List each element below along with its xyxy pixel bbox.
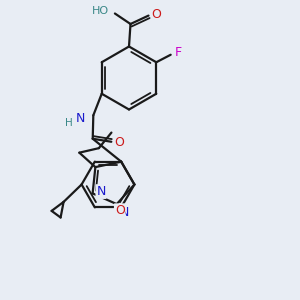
Text: N: N [120, 206, 130, 219]
Text: F: F [174, 46, 182, 59]
Text: O: O [115, 204, 125, 217]
Text: N: N [76, 112, 86, 125]
Text: N: N [96, 185, 106, 198]
Text: O: O [152, 8, 161, 21]
Text: O: O [115, 136, 124, 149]
Text: H: H [65, 118, 73, 128]
Text: HO: HO [92, 5, 110, 16]
